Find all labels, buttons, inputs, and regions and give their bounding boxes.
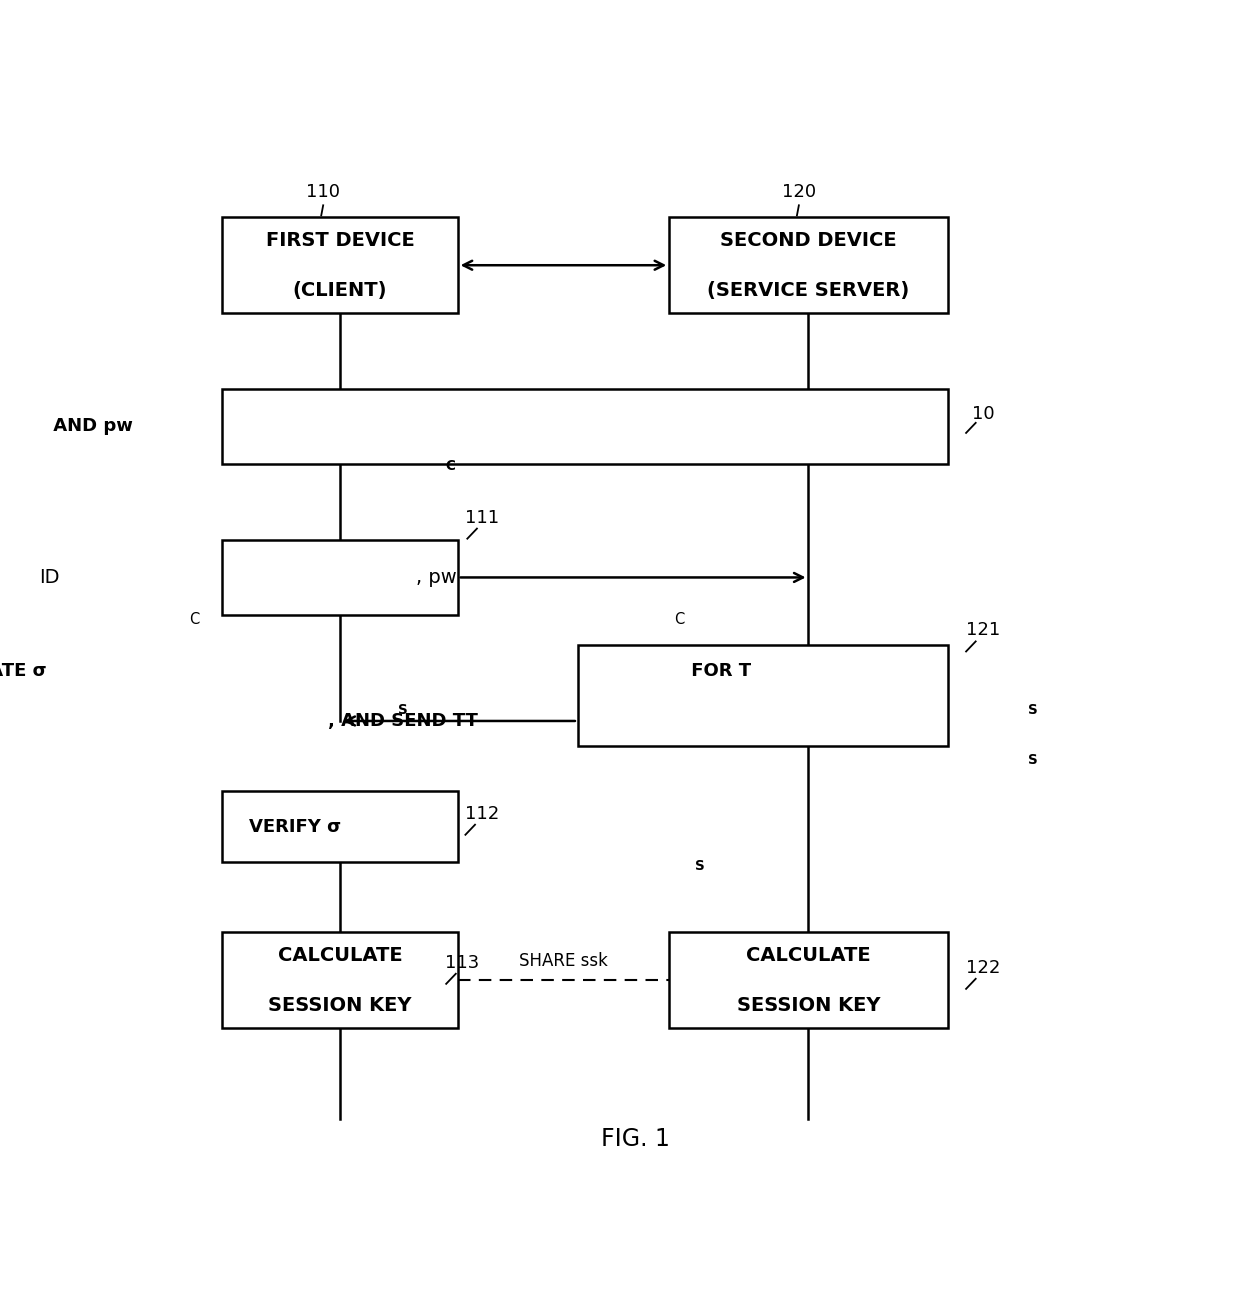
Text: CREATE σ: CREATE σ	[0, 662, 47, 680]
Text: ID: ID	[40, 568, 60, 587]
Bar	[670, 933, 947, 1028]
Text: S: S	[694, 859, 704, 872]
Text: 122: 122	[966, 959, 1001, 977]
Text: S: S	[398, 702, 408, 717]
Bar	[222, 933, 458, 1028]
Text: 121: 121	[966, 621, 1001, 640]
Bar	[222, 388, 947, 464]
Text: = T: = T	[1238, 712, 1240, 730]
Text: 111: 111	[465, 509, 498, 527]
Text: C: C	[445, 459, 455, 472]
Text: C: C	[190, 612, 200, 628]
Text: 113: 113	[445, 954, 480, 972]
Text: S: S	[1028, 702, 1038, 717]
Text: SECOND DEVICE: SECOND DEVICE	[720, 230, 897, 250]
Bar	[578, 645, 947, 746]
Text: CALCULATE: CALCULATE	[278, 946, 402, 964]
Text: 112: 112	[465, 804, 498, 823]
Text: CALCULATE: CALCULATE	[746, 946, 870, 964]
Text: 10: 10	[972, 404, 994, 422]
Text: 120: 120	[781, 183, 816, 201]
Text: SESSION KEY: SESSION KEY	[737, 995, 880, 1015]
Text: (SERVICE SERVER): (SERVICE SERVER)	[707, 281, 910, 300]
Bar	[222, 217, 458, 313]
Text: SESSION KEY: SESSION KEY	[268, 995, 412, 1015]
Text: FOR T: FOR T	[684, 662, 751, 680]
Text: , pw: , pw	[417, 568, 458, 587]
Text: VERIFY σ: VERIFY σ	[249, 818, 341, 836]
Text: , AND SEND TT: , AND SEND TT	[329, 712, 477, 730]
Text: SHARE ssk: SHARE ssk	[520, 952, 608, 969]
Text: 110: 110	[306, 183, 340, 201]
Text: C: C	[673, 612, 684, 628]
Bar	[670, 217, 947, 313]
Text: AND pw: AND pw	[47, 417, 133, 436]
Text: (CLIENT): (CLIENT)	[293, 281, 387, 300]
Bar	[222, 540, 458, 615]
Text: FIG. 1: FIG. 1	[601, 1127, 670, 1151]
Text: S: S	[1028, 753, 1038, 768]
Text: FIRST DEVICE: FIRST DEVICE	[265, 230, 414, 250]
Bar	[222, 791, 458, 862]
